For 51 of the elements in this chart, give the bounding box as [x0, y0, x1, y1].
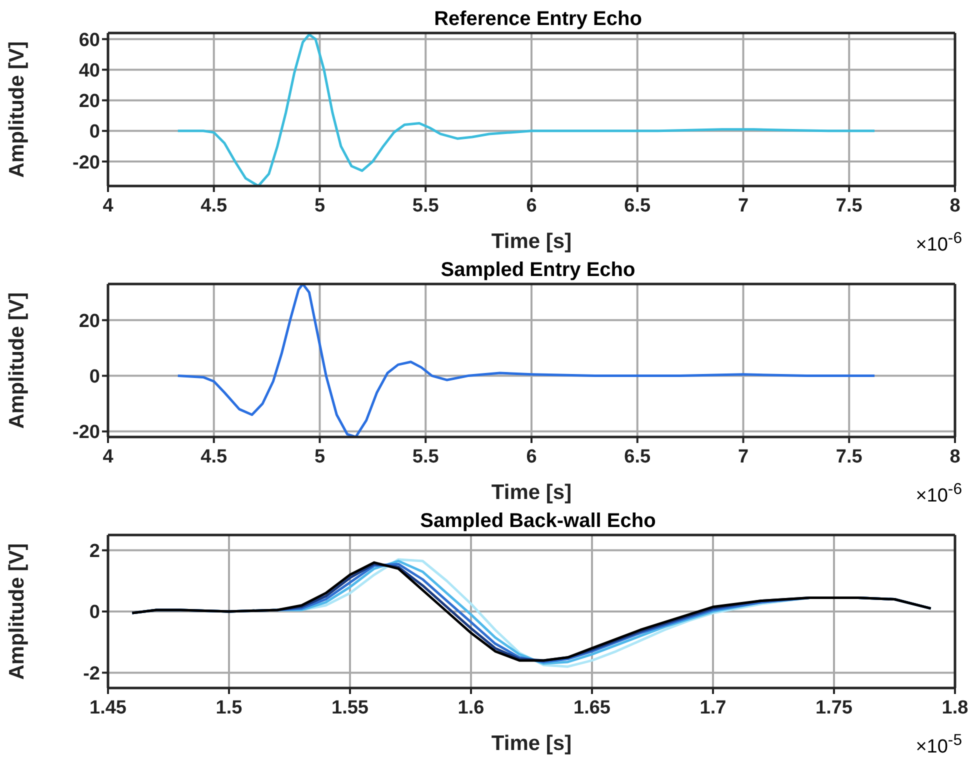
x-tick-label: 5: [314, 446, 326, 468]
x-tick-label: 5.5: [412, 446, 440, 468]
text: ×10$^{-6}$: [916, 481, 962, 508]
y-tick-label: 0: [89, 122, 100, 143]
line-series: [176, 284, 876, 437]
x-tick-label: 7.5: [836, 446, 863, 468]
x-tick-label: 4: [102, 195, 114, 216]
x-tick-label: 1.7: [700, 697, 726, 718]
x-tick-label: 6.5: [624, 446, 652, 468]
x-tick-label: 1.55: [332, 697, 369, 718]
x-tick-label: 6: [526, 446, 537, 468]
x-axis-title: Time [s]: [491, 481, 572, 504]
x-axis-title: Time [s]: [491, 732, 572, 755]
x-tick-label: 1.65: [574, 697, 611, 718]
x-tick-label: 6: [526, 195, 537, 216]
x-axis-title: Time [s]: [491, 230, 572, 253]
y-tick-label: 0: [89, 366, 100, 388]
y-tick-label: 2: [89, 541, 100, 562]
y-tick-label: 60: [78, 30, 100, 51]
chart-title: Sampled Back-wall Echo: [419, 510, 657, 533]
y-tick-label: 0: [89, 602, 100, 624]
y-tick-label: 40: [78, 60, 100, 82]
y-axis-title: Amplitude [V]: [5, 292, 28, 429]
x-tick-label: 6.5: [624, 195, 652, 216]
x-tick-label: 7: [738, 446, 749, 468]
x-tick-label: 4.5: [200, 195, 228, 216]
y-tick-label: -20: [72, 152, 100, 174]
x-tick-label: 5.5: [412, 195, 440, 216]
y-tick-label: 20: [78, 91, 100, 112]
x-tick-label: 8: [950, 446, 960, 468]
y-tick-label: -20: [72, 422, 100, 444]
x-tick-label: 1.5: [216, 697, 243, 718]
x-tick-label: 8: [950, 195, 960, 216]
x-tick-label: 1.75: [816, 697, 853, 718]
x-tick-label: 7: [738, 195, 749, 216]
text: ×10$^{-5}$: [916, 732, 962, 758]
y-axis-title: Amplitude [V]: [5, 41, 28, 178]
x-tick-label: 1.45: [90, 697, 127, 718]
y-tick-label: 20: [78, 310, 100, 332]
x-tick-label: 1.6: [458, 697, 484, 718]
y-tick-label: -2: [83, 663, 100, 684]
line-series: [176, 33, 876, 186]
x-tick-label: 4: [102, 446, 114, 468]
x-tick-label: 5: [314, 195, 326, 216]
x-tick-label: 1.8: [942, 697, 968, 718]
x-tick-label: 4.5: [200, 446, 228, 468]
text: ×10$^{-6}$: [916, 230, 962, 256]
chart-title: Reference Entry Echo: [433, 8, 643, 31]
y-axis-title: Amplitude [V]: [5, 543, 28, 680]
x-tick-label: 7.5: [836, 195, 863, 216]
chart-title: Sampled Entry Echo: [440, 259, 636, 282]
